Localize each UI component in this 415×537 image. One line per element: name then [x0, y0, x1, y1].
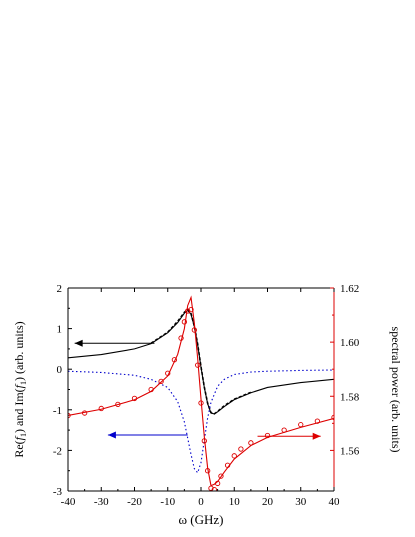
y-left-tick-label: 0	[57, 364, 63, 376]
data-marker	[238, 446, 244, 452]
y-left-tick-label: -3	[53, 486, 63, 498]
x-tick-label: 20	[262, 496, 274, 508]
data-marker	[115, 401, 121, 408]
data-marker	[178, 335, 184, 341]
arrow-head-1	[107, 431, 116, 439]
data-marker	[81, 410, 88, 416]
y-right-tick-label: 1.62	[340, 283, 359, 295]
y-axis-label-right: spectral power (arb. units)	[389, 327, 403, 453]
ylabel-left-part: ) (arb. units)	[12, 321, 26, 381]
y-right-tick-label: 1.60	[340, 337, 360, 349]
y-left-tick-label: -2	[53, 445, 62, 457]
plot-frame	[67, 287, 335, 492]
data-marker	[281, 427, 287, 433]
plot-arrows	[74, 339, 321, 440]
x-tick-label: 40	[329, 496, 341, 508]
y-left-tick-label: -1	[53, 405, 62, 417]
data-marker	[148, 386, 154, 393]
data-marker	[201, 438, 207, 444]
data-marker	[195, 362, 201, 368]
data-marker	[188, 307, 194, 313]
x-tick-label: 0	[198, 496, 204, 508]
series-line-2	[68, 369, 334, 474]
data-marker	[181, 319, 188, 325]
data-marker	[131, 395, 138, 402]
x-axis-label: ω (GHz)	[178, 512, 223, 527]
plot-ticks: -40 -30 -20 -10 0 10 20 30 40-3-2-10121.561.581.…	[53, 283, 360, 508]
ylabel-left-italic: f	[12, 383, 26, 388]
x-tick-label: -20	[127, 496, 142, 508]
ylabel-left-part: Re(	[12, 440, 26, 457]
data-marker	[98, 405, 104, 412]
arrow-head-2	[312, 432, 321, 440]
data-marker	[211, 486, 217, 491]
data-marker	[191, 327, 198, 333]
data-marker	[224, 462, 231, 468]
data-marker	[171, 357, 178, 363]
data-marker	[264, 432, 271, 439]
series-line-3	[68, 295, 334, 487]
ylabel-left-italic: f	[12, 435, 26, 440]
plot-series	[68, 295, 334, 487]
x-tick-label: 10	[229, 496, 241, 508]
data-marker	[218, 473, 224, 479]
x-tick-label: -40	[61, 496, 76, 508]
y-left-tick-label: 2	[57, 283, 63, 295]
y-right-tick-label: 1.58	[340, 391, 360, 403]
y-left-tick-label: 1	[57, 324, 63, 336]
ylabel-left-part: ) and Im(	[12, 388, 26, 433]
data-marker	[204, 468, 211, 474]
data-marker	[165, 370, 171, 376]
series-line-1	[150, 308, 252, 415]
y-axis-label-left: Re(f1) and Im(f1) (arb. units)	[12, 321, 28, 457]
data-marker	[298, 422, 304, 428]
data-marker	[248, 440, 254, 446]
data-marker	[214, 480, 221, 487]
ylabel-left-subscript: 1	[19, 381, 28, 385]
ylabel-left-subscript: 1	[19, 433, 28, 437]
x-tick-label: -30	[94, 496, 109, 508]
x-tick-label: -10	[160, 496, 175, 508]
data-marker	[185, 308, 191, 314]
data-marker	[231, 453, 237, 459]
x-tick-label: 30	[295, 496, 307, 508]
plot-markers	[68, 307, 334, 491]
data-marker	[208, 485, 214, 491]
data-marker	[314, 418, 321, 424]
y-right-tick-label: 1.56	[340, 445, 360, 457]
data-marker	[158, 378, 164, 385]
data-marker	[198, 400, 204, 406]
arrow-head-0	[74, 339, 83, 347]
